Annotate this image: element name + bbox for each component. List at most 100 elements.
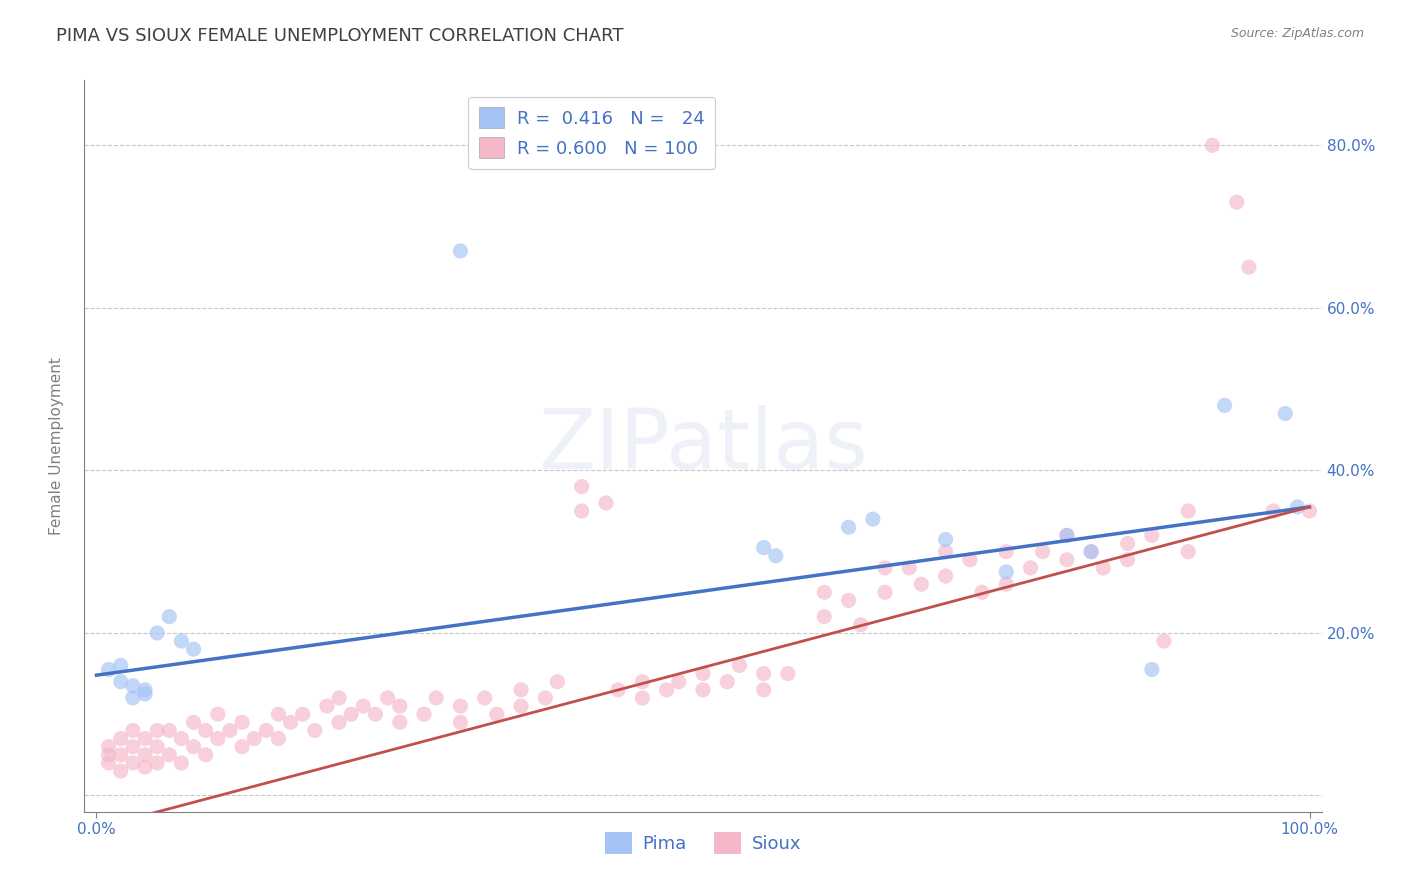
Point [122, 723, 145, 738]
Point [1056, 528, 1078, 542]
Point [571, 504, 593, 518]
Point [631, 674, 654, 689]
Point [776, 666, 799, 681]
Point [157, 747, 180, 762]
Point [449, 699, 471, 714]
Point [668, 674, 690, 689]
Point [304, 723, 326, 738]
Point [959, 553, 981, 567]
Point [838, 520, 860, 534]
Point [474, 690, 496, 705]
Point [97, 663, 120, 677]
Point [1213, 398, 1236, 412]
Point [170, 756, 193, 770]
Point [110, 674, 132, 689]
Point [219, 723, 242, 738]
Point [183, 642, 205, 657]
Point [97, 756, 120, 770]
Point [316, 699, 339, 714]
Point [194, 747, 217, 762]
Point [1153, 634, 1175, 648]
Y-axis label: Female Unemployment: Female Unemployment [49, 357, 63, 535]
Point [1032, 544, 1054, 558]
Point [935, 569, 957, 583]
Point [110, 747, 132, 762]
Point [267, 707, 290, 722]
Point [510, 682, 533, 697]
Point [970, 585, 993, 599]
Point [655, 682, 678, 697]
Point [1056, 528, 1078, 542]
Point [849, 617, 872, 632]
Point [752, 666, 775, 681]
Point [910, 577, 932, 591]
Point [110, 731, 132, 746]
Point [1019, 561, 1042, 575]
Point [607, 682, 630, 697]
Point [898, 561, 921, 575]
Point [146, 723, 169, 738]
Point [449, 244, 471, 258]
Point [134, 731, 156, 746]
Point [692, 666, 714, 681]
Point [838, 593, 860, 607]
Point [728, 658, 751, 673]
Point [1298, 504, 1320, 518]
Point [110, 764, 132, 778]
Point [752, 541, 775, 555]
Point [752, 682, 775, 697]
Point [146, 626, 169, 640]
Point [243, 731, 266, 746]
Point [183, 715, 205, 730]
Point [425, 690, 447, 705]
Point [134, 760, 156, 774]
Point [1116, 536, 1139, 550]
Point [1080, 544, 1102, 558]
Point [1140, 528, 1163, 542]
Point [352, 699, 374, 714]
Point [122, 690, 145, 705]
Point [328, 690, 350, 705]
Point [122, 739, 145, 754]
Point [873, 585, 896, 599]
Point [388, 699, 411, 714]
Point [267, 731, 290, 746]
Point [194, 723, 217, 738]
Point [935, 533, 957, 547]
Point [595, 496, 617, 510]
Point [935, 544, 957, 558]
Point [170, 731, 193, 746]
Point [134, 747, 156, 762]
Point [546, 674, 568, 689]
Point [170, 634, 193, 648]
Point [1116, 553, 1139, 567]
Point [231, 715, 253, 730]
Point [183, 739, 205, 754]
Point [157, 723, 180, 738]
Point [862, 512, 884, 526]
Point [995, 565, 1018, 579]
Point [254, 723, 277, 738]
Point [449, 715, 471, 730]
Point [328, 715, 350, 730]
Point [110, 658, 132, 673]
Point [122, 679, 145, 693]
Point [231, 739, 253, 754]
Point [995, 544, 1018, 558]
Point [364, 707, 387, 722]
Point [873, 561, 896, 575]
Point [134, 687, 156, 701]
Point [388, 715, 411, 730]
Point [146, 739, 169, 754]
Point [485, 707, 508, 722]
Text: Source: ZipAtlas.com: Source: ZipAtlas.com [1230, 27, 1364, 40]
Point [146, 756, 169, 770]
Point [765, 549, 787, 563]
Point [157, 609, 180, 624]
Point [692, 682, 714, 697]
Point [813, 609, 835, 624]
Point [534, 690, 557, 705]
Point [207, 731, 229, 746]
Point [291, 707, 314, 722]
Point [1274, 407, 1296, 421]
